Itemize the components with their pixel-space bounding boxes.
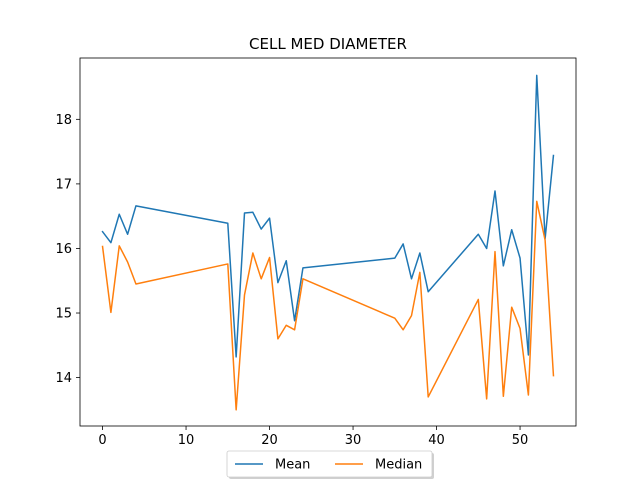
x-tick-label: 40: [428, 433, 445, 448]
plot-area: 0 10 20 30 40 50 14 15 16 17 18: [55, 57, 577, 448]
legend-label-median: Median: [375, 458, 422, 473]
x-tick-label: 50: [512, 433, 529, 448]
axes-frame: [79, 57, 577, 427]
y-tick-label: 16: [55, 242, 72, 257]
y-tick-label: 18: [55, 113, 72, 128]
x-tick-label: 20: [261, 433, 278, 448]
y-tick-label: 17: [55, 177, 72, 192]
legend-box: [226, 450, 433, 478]
series-line-median: [101, 200, 555, 411]
y-tick-label: 14: [55, 371, 72, 386]
series-line-mean: [101, 74, 555, 358]
legend: Mean Median: [226, 450, 434, 479]
x-tick-label: 0: [98, 433, 106, 448]
legend-label-mean: Mean: [275, 458, 310, 473]
chart-title: CELL MED DIAMETER: [249, 35, 407, 53]
x-tick-label: 10: [178, 433, 195, 448]
x-tick-label: 30: [345, 433, 362, 448]
y-tick-label: 15: [55, 307, 72, 322]
